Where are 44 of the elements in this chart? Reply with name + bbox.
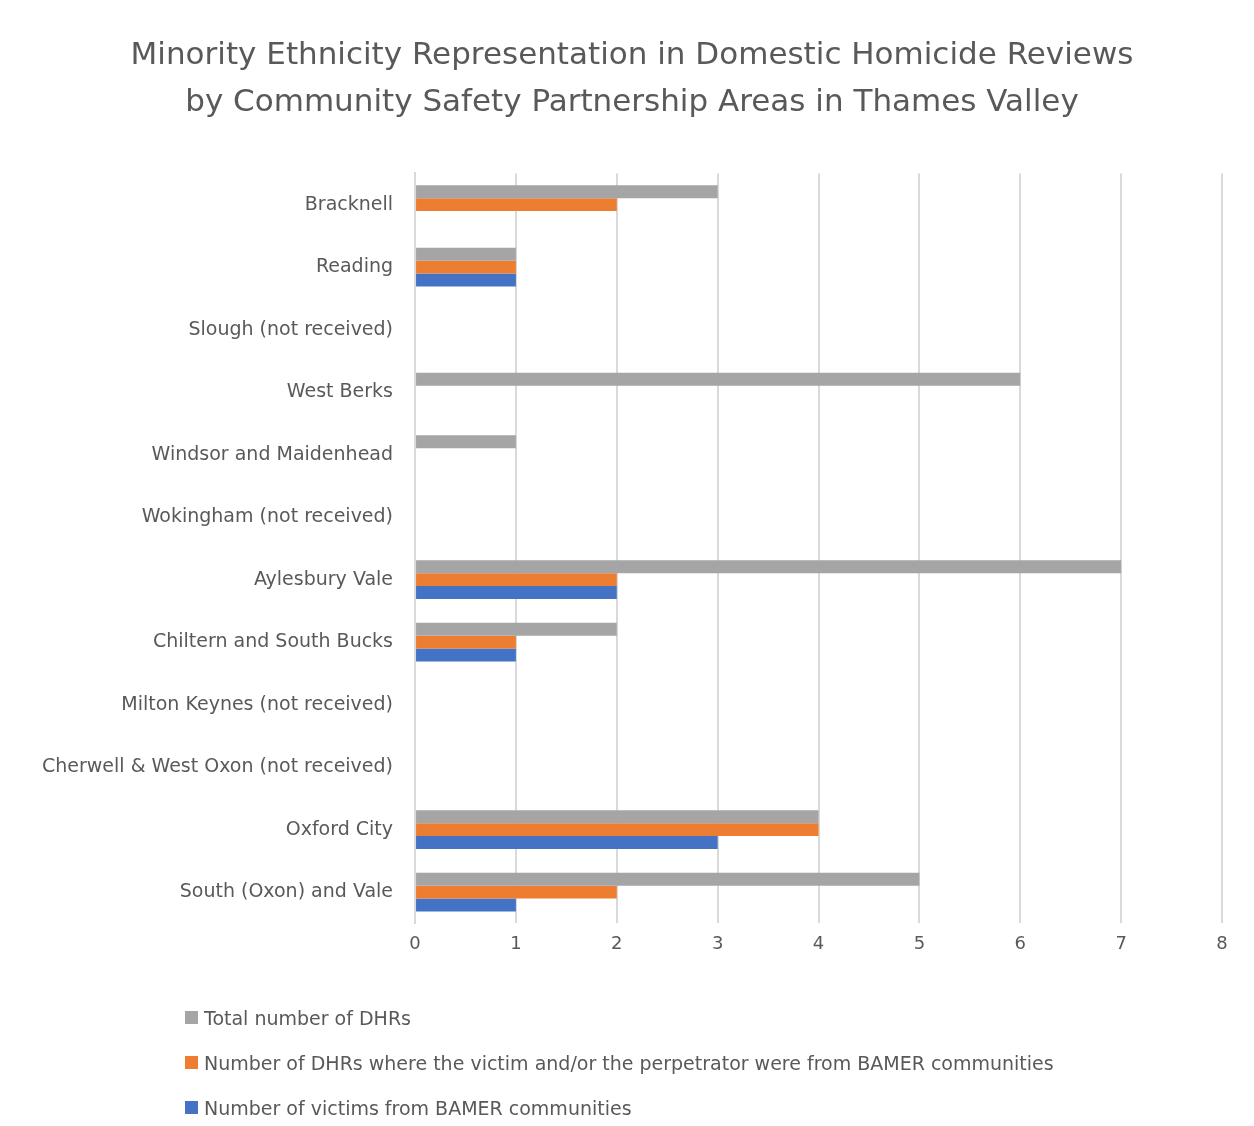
bar [416, 198, 617, 212]
chart-title: Minority Ethnicity Representation in Domestic Homicide Reviews by Community Safety Partnership Areas in Thames Valley [129, 34, 1135, 120]
bar [416, 372, 1021, 386]
y-tick-label: South (Oxon) and Vale [179, 879, 394, 902]
bar [416, 622, 617, 636]
y-tick-label: West Berks [286, 379, 394, 402]
y-tick-label: Wokingham (not received) [141, 504, 394, 527]
bar [416, 872, 920, 886]
x-tick-label: 8 [1216, 931, 1228, 953]
y-tick-label: Aylesbury Vale [253, 566, 394, 589]
x-tick-label: 3 [711, 931, 724, 953]
x-tick-label: 7 [1115, 931, 1127, 953]
x-tick-label: 0 [409, 931, 421, 953]
bar [416, 648, 516, 662]
legend-label: Number of DHRs where the victim and/or the perpetrator were from BAMER communities [204, 1051, 1054, 1074]
y-tick-label: Oxford City [285, 816, 394, 839]
bar [416, 260, 516, 274]
bar [416, 823, 819, 837]
x-tick-label: 6 [1014, 931, 1026, 953]
bar [416, 810, 819, 824]
y-tick-label: Bracknell [304, 191, 394, 214]
bar [416, 560, 1122, 574]
x-tick-label: 4 [812, 931, 825, 953]
y-tick-label: Reading [315, 254, 394, 277]
y-tick-label: Slough (not received) [188, 316, 394, 339]
x-tick-label: 2 [611, 931, 623, 953]
x-tick-label: 1 [510, 931, 522, 953]
bar [416, 635, 516, 649]
bar [416, 185, 718, 199]
x-tick-label: 5 [913, 931, 926, 953]
bar [416, 435, 516, 449]
legend-label: Number of victims from BAMER communities [204, 1096, 632, 1119]
y-tick-label: Cherwell & West Oxon (not received) [41, 754, 394, 777]
bar [416, 885, 617, 899]
legend-label: Total number of DHRs [204, 1006, 411, 1029]
y-tick-label: Windsor and Maidenhead [151, 441, 394, 464]
bar [416, 836, 718, 850]
y-tick-label: Milton Keynes (not received) [121, 691, 394, 714]
bar [416, 273, 516, 287]
bar [416, 573, 617, 587]
y-tick-label: Chiltern and South Bucks [152, 629, 394, 652]
bar [416, 586, 617, 600]
bar [416, 247, 516, 261]
bar [416, 898, 516, 912]
